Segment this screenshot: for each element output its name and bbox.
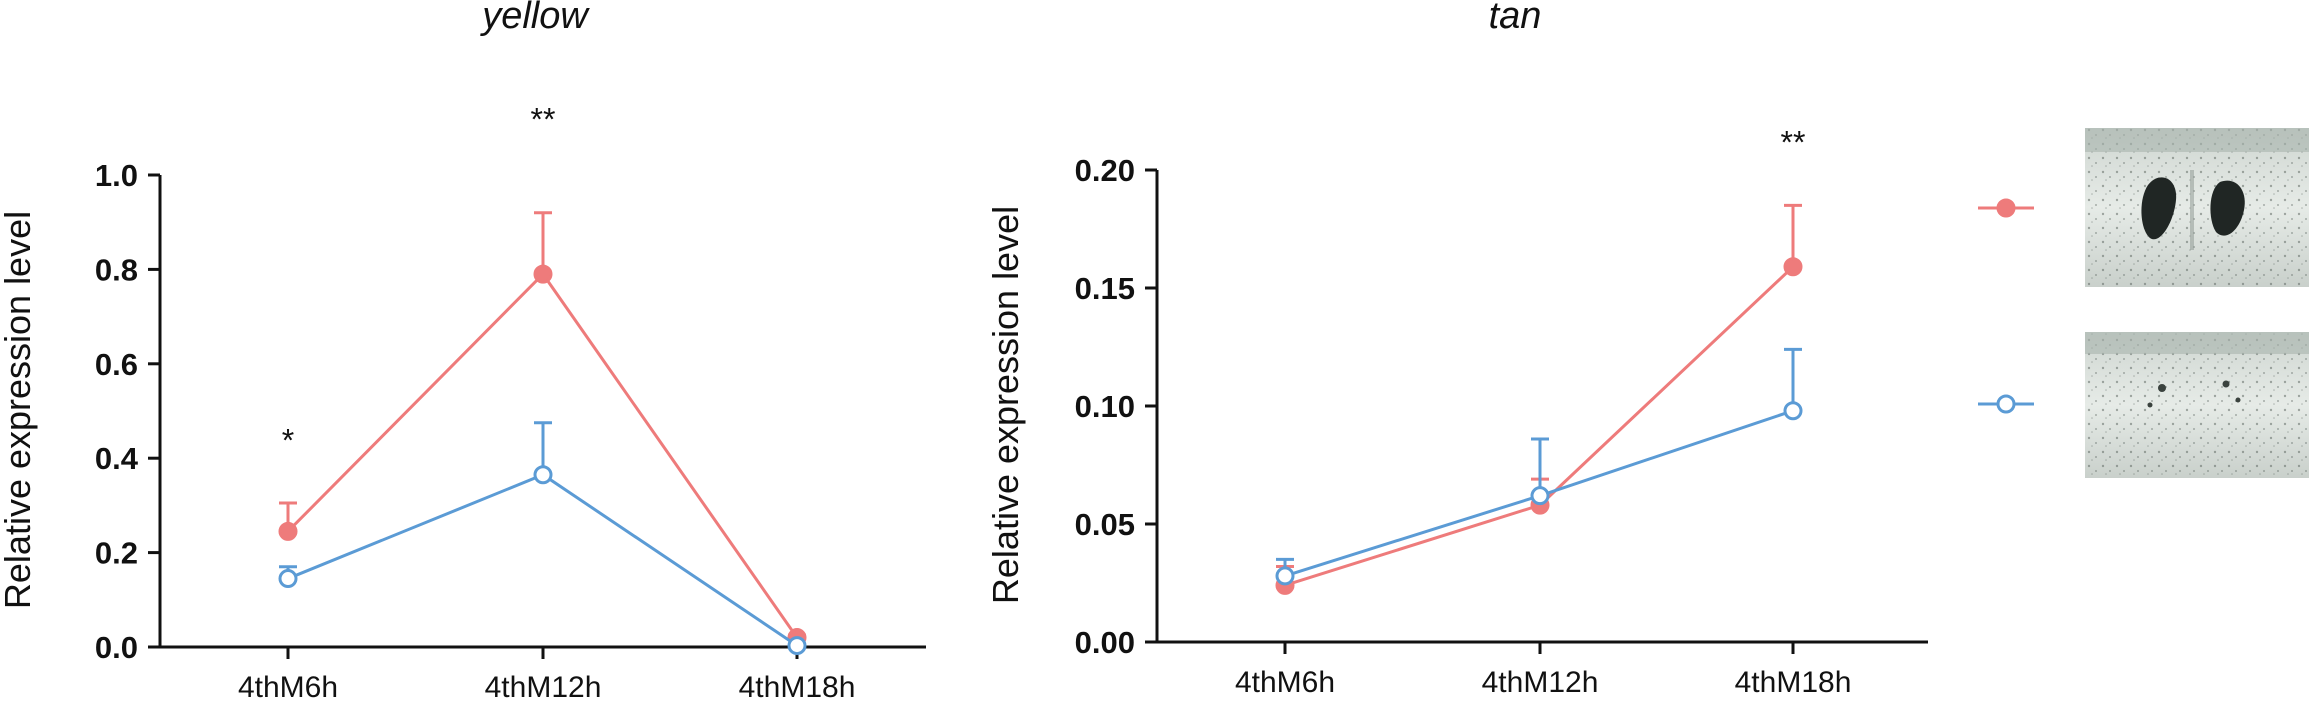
data-point xyxy=(278,569,298,589)
legend xyxy=(1978,128,2309,478)
x-tick-label: 4thM18h xyxy=(739,671,856,704)
y-tick-label: 1.0 xyxy=(95,158,138,193)
significance-marks: *** xyxy=(282,101,556,458)
y-axis-label: Relative expression level xyxy=(985,206,1026,604)
series-blue xyxy=(278,421,807,656)
series-line xyxy=(287,473,798,647)
larva-with-dark-spots-image xyxy=(2085,128,2309,287)
y-axis-ticks: 0.0 0.2 0.4 0.6 0.8 1.0 xyxy=(95,158,160,665)
y-tick-label: 0.15 xyxy=(1075,271,1135,306)
data-point xyxy=(1783,257,1803,277)
significance-label: ** xyxy=(531,101,556,137)
chart-yellow: yellow Relative expression level 0.00.20… xyxy=(0,0,926,704)
chart-tan: tan Relative expression level 0.000.050.… xyxy=(985,0,1928,699)
chart-title: yellow xyxy=(479,0,590,37)
data-point xyxy=(787,636,807,656)
y-tick-label: 0.05 xyxy=(1075,507,1135,542)
chart-title: tan xyxy=(1489,0,1542,37)
data-point xyxy=(533,264,553,284)
data-point xyxy=(278,521,298,541)
legend-marker-blue xyxy=(1996,394,2016,414)
x-tick-label: 4thM12h xyxy=(485,671,602,704)
x-axis-ticks: 4thM6h 4thM12h 4thM18h xyxy=(238,647,855,704)
y-tick-label: 0.00 xyxy=(1075,625,1135,660)
y-tick-label: 0.8 xyxy=(95,252,138,287)
y-tick-label: 0.20 xyxy=(1075,153,1135,188)
y-tick-label: 0.0 xyxy=(95,630,138,665)
significance-marks: ** xyxy=(1781,125,1806,161)
series-red xyxy=(1275,203,1803,595)
significance-label: * xyxy=(282,422,294,458)
data-point xyxy=(1530,486,1550,506)
data-point xyxy=(1275,566,1295,586)
y-tick-label: 0.6 xyxy=(95,347,138,382)
y-tick-label: 0.2 xyxy=(95,536,138,571)
data-point xyxy=(1783,401,1803,421)
y-axis-label: Relative expression level xyxy=(0,211,38,609)
series-blue xyxy=(1275,347,1803,586)
x-axis-ticks: 4thM6h 4thM12h 4thM18h xyxy=(1235,642,1851,699)
significance-label: ** xyxy=(1781,125,1806,161)
legend-entry-red xyxy=(1978,128,2309,287)
larva-without-spots-image xyxy=(2085,332,2309,478)
plot-area xyxy=(1275,203,1803,595)
y-tick-label: 0.4 xyxy=(95,441,139,476)
y-tick-label: 0.10 xyxy=(1075,389,1135,424)
series-red xyxy=(278,211,807,648)
x-tick-label: 4thM12h xyxy=(1482,666,1599,699)
x-tick-label: 4thM18h xyxy=(1735,666,1852,699)
x-tick-label: 4thM6h xyxy=(238,671,338,704)
x-tick-label: 4thM6h xyxy=(1235,666,1335,699)
y-axis-ticks: 0.00 0.05 0.10 0.15 0.20 xyxy=(1075,153,1157,660)
legend-marker-red xyxy=(1996,198,2016,218)
series-line xyxy=(1284,265,1795,587)
data-point xyxy=(533,465,553,485)
legend-entry-blue xyxy=(1978,332,2309,478)
plot-area xyxy=(278,211,807,656)
